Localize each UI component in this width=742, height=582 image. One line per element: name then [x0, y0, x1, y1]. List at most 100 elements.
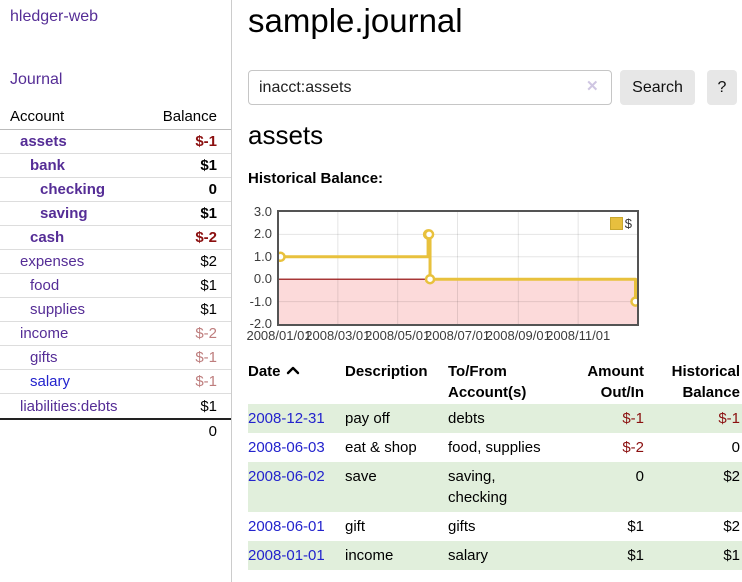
account-balance: 0	[208, 181, 217, 198]
account-row: assets $-1	[0, 130, 231, 154]
transaction-date-link[interactable]: 2008-06-02	[248, 468, 325, 485]
account-balance: $1	[200, 277, 217, 294]
chart-title: Historical Balance:	[248, 170, 384, 187]
register-row: 2008-06-01 gift gifts $1 $2	[248, 512, 742, 541]
accounts-total-value: 0	[208, 422, 217, 440]
account-balance: $1	[200, 157, 217, 174]
x-axis-tick-label: 2008/09/01	[485, 328, 551, 343]
account-balance: $-1	[195, 133, 217, 150]
account-row: salary $-1	[0, 370, 231, 394]
transaction-amount: 0	[635, 468, 644, 485]
legend-label: $	[624, 216, 632, 231]
account-link[interactable]: salary	[30, 373, 71, 390]
account-link[interactable]: assets	[20, 133, 67, 150]
app-title-link[interactable]: hledger-web	[10, 8, 99, 25]
sidebar: hledger-web Journal Account Balance asse…	[0, 0, 232, 582]
transaction-date-link[interactable]: 2008-06-01	[248, 518, 325, 535]
y-axis-tick-label: 1.0	[253, 248, 272, 264]
y-axis-tick-label: -2.0	[249, 316, 272, 331]
account-link[interactable]: supplies	[30, 301, 86, 318]
account-row: bank $1	[0, 154, 231, 178]
register-row: 2008-06-02 save saving, checking 0 $2	[248, 462, 742, 512]
main-content: sample.journal ✕ Search ? assets Histori…	[246, 0, 742, 582]
account-row: supplies $1	[0, 298, 231, 322]
account-row: saving $1	[0, 202, 231, 226]
accounts-table-header: Account Balance	[0, 104, 231, 130]
accounts-total-row: 0	[0, 418, 231, 442]
x-axis-tick-label: 2008/03/01	[305, 328, 371, 343]
transaction-amount: $-1	[622, 410, 644, 427]
x-axis-tick-label: 2008/07/01	[424, 328, 491, 343]
search-input[interactable]	[248, 70, 612, 105]
register-row: 2008-12-31 pay off debts $-1 $-1	[248, 404, 742, 433]
account-row: income $-2	[0, 322, 231, 346]
transaction-accounts: salary	[448, 547, 489, 564]
account-balance: $-1	[195, 349, 217, 366]
transaction-description: gift	[345, 518, 366, 535]
transaction-amount: $-2	[622, 439, 644, 456]
transaction-description: pay off	[345, 410, 390, 427]
chart-plot-area: $	[277, 210, 639, 326]
y-axis-tick-label: 0.0	[253, 271, 272, 287]
account-row: cash $-2	[0, 226, 231, 250]
account-row: gifts $-1	[0, 346, 231, 370]
transaction-accounts: food, supplies	[448, 439, 541, 456]
account-link[interactable]: cash	[30, 229, 65, 246]
y-axis-tick-label: 3.0	[253, 204, 272, 219]
transaction-date-link[interactable]: 2008-06-03	[248, 439, 325, 456]
account-balance: $-2	[195, 325, 217, 342]
description-column-header: Description	[345, 363, 428, 380]
account-balance: $1	[200, 301, 217, 318]
legend-swatch	[609, 217, 623, 230]
account-link[interactable]: saving	[40, 205, 88, 222]
register-row: 2008-01-01 income salary $1 $1	[248, 541, 742, 570]
transaction-date-link[interactable]: 2008-01-01	[248, 547, 325, 564]
account-balance: $1	[200, 397, 217, 415]
chart-series-canvas	[279, 212, 637, 324]
balance-column-header: Balance	[162, 108, 217, 125]
y-axis-tick-label: 2.0	[253, 226, 272, 242]
help-button[interactable]: ?	[707, 70, 737, 105]
account-link[interactable]: checking	[40, 181, 106, 198]
account-balance: $1	[200, 205, 217, 222]
register-table: Date Description To/From Account(s) Amou…	[248, 360, 742, 570]
account-row: expenses $2	[0, 250, 231, 274]
sidebar-item-journal[interactable]: Journal	[10, 71, 63, 88]
account-link[interactable]: bank	[30, 157, 66, 174]
account-link[interactable]: expenses	[20, 253, 85, 270]
account-row: food $1	[0, 274, 231, 298]
register-header-row: Date Description To/From Account(s) Amou…	[248, 360, 742, 404]
account-balance: $-1	[195, 373, 217, 390]
page-title: sample.journal	[248, 2, 463, 39]
transaction-balance: $1	[723, 547, 740, 564]
transaction-description: save	[345, 468, 377, 485]
account-link[interactable]: food	[30, 277, 60, 294]
register-row: 2008-06-03 eat & shop food, supplies $-2 0	[248, 433, 742, 462]
transaction-balance: $-1	[718, 410, 740, 427]
balance-chart: $ 3.0 2.0 1.0 0.0 -1.0 -2.0 2008/01/01 2008/03/…	[246, 202, 742, 348]
transaction-date-link[interactable]: 2008-12-31	[248, 410, 325, 427]
x-axis-tick-label: 2008/11/01	[546, 328, 611, 343]
transaction-balance: $2	[723, 518, 740, 535]
transaction-amount: $1	[627, 518, 644, 535]
transaction-balance: $2	[723, 468, 740, 485]
clear-search-icon[interactable]: ✕	[586, 78, 599, 95]
transaction-accounts: debts	[448, 410, 485, 427]
account-column-header: Account	[10, 108, 65, 125]
date-column-header[interactable]: Date	[248, 360, 345, 404]
amount-column-header: Amount Out/In	[587, 363, 644, 401]
search-bar: ✕ Search ?	[248, 70, 742, 105]
accounts-column-header: To/From Account(s)	[448, 363, 527, 401]
account-link[interactable]: liabilities:debts	[20, 397, 118, 415]
account-link[interactable]: income	[20, 325, 69, 342]
account-balance: $-2	[195, 229, 217, 246]
transaction-description: eat & shop	[345, 439, 417, 456]
account-link[interactable]: gifts	[30, 349, 58, 366]
x-axis-tick-label: 2008/01/01	[246, 328, 312, 343]
accounts-table: Account Balance assets $-1 bank $1 checking 0…	[0, 104, 231, 442]
account-balance: $2	[200, 253, 217, 270]
chart-legend: $	[607, 215, 634, 232]
transaction-balance: 0	[731, 439, 740, 456]
search-button[interactable]: Search	[620, 70, 695, 105]
x-axis-tick-label: 2008/05/01	[365, 328, 431, 343]
